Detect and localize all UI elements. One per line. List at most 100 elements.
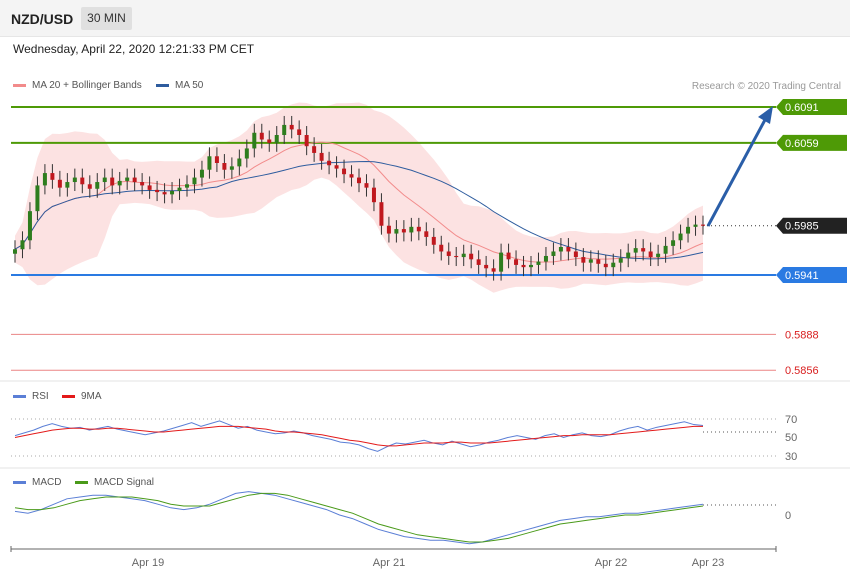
candle-body: [140, 182, 145, 186]
timestamp: Wednesday, April 22, 2020 12:21:33 PM CE…: [13, 42, 255, 56]
macd-line: [14, 491, 704, 545]
candle-body: [289, 124, 294, 130]
level-label: 0.6059: [785, 138, 819, 150]
candle-body: [588, 259, 593, 263]
legend-label-macd-signal: MACD Signal: [94, 477, 155, 488]
candle-body: [222, 163, 227, 170]
candle-body: [237, 158, 242, 167]
candle-body: [618, 258, 623, 263]
candle-body: [42, 173, 47, 186]
interval-button[interactable]: 30 MIN: [81, 7, 132, 30]
candle-body: [229, 166, 234, 170]
candle-body: [454, 255, 459, 258]
candle-body: [252, 132, 257, 149]
legend-swatch-ma50: [156, 84, 169, 87]
candle-body: [102, 177, 107, 183]
candle-body: [641, 248, 646, 252]
candle-body: [297, 129, 302, 135]
candle-body: [558, 247, 563, 252]
candle-body: [394, 229, 399, 234]
forecast-arrow-line: [706, 117, 768, 227]
candle-body: [35, 185, 40, 212]
candle-body: [244, 148, 249, 159]
candle-body: [386, 225, 391, 234]
candle-body: [678, 233, 683, 241]
levels-layer: 0.6091 0.6059 0.5941 0.5888 0.5856 0.5985: [11, 99, 847, 377]
candle-body: [671, 240, 676, 246]
rsi-ma-line: [14, 425, 703, 447]
candle-body: [72, 177, 77, 183]
candle-body: [371, 187, 376, 203]
legend-ma50: MA 50: [156, 80, 203, 91]
candle-body: [446, 251, 451, 256]
macd-layer: [14, 491, 704, 545]
candle-body: [536, 261, 541, 265]
candle-body: [611, 262, 616, 268]
level-label: 0.5941: [785, 270, 819, 282]
legend-label-rsi-ma: 9MA: [81, 391, 102, 402]
legend-label-macd: MACD: [32, 477, 62, 488]
candles-layer: [13, 115, 705, 281]
legend-label-rsi: RSI: [32, 391, 49, 402]
current-price-label: 0.5985: [785, 221, 819, 233]
candle-body: [484, 264, 489, 269]
level-label: 0.6091: [785, 102, 819, 114]
candle-body: [529, 264, 533, 268]
candle-body: [20, 240, 25, 250]
candle-body: [177, 187, 182, 191]
legend-swatch-rsi: [13, 395, 26, 398]
ma20-line: [14, 141, 704, 263]
candle-body: [439, 244, 444, 252]
candle-body: [274, 135, 279, 143]
candle-body: [596, 259, 601, 264]
candle-body: [162, 192, 167, 195]
candle-body: [633, 248, 638, 253]
level-label: 0.5856: [785, 365, 819, 377]
rsi-tick-label: 50: [785, 432, 797, 444]
header-bar: NZD/USD 30 MIN: [0, 0, 850, 37]
level-label: 0.5888: [785, 329, 819, 341]
candle-body: [693, 224, 698, 227]
candle-body: [13, 249, 17, 254]
symbol-title: NZD/USD: [11, 11, 74, 27]
candle-body: [199, 169, 204, 178]
rsi-line: [14, 420, 704, 452]
candle-body: [50, 173, 55, 180]
legend-swatch-ma20: [13, 84, 26, 87]
candle-body: [95, 182, 100, 189]
legend-rsi: RSI: [13, 391, 49, 402]
candle-body: [170, 191, 175, 195]
candle-body: [185, 184, 189, 188]
candle-body: [110, 177, 115, 186]
candle-body: [573, 251, 578, 258]
x-tick-label: Apr 23: [692, 557, 724, 569]
candle-body: [514, 259, 519, 265]
legend-swatch-macd: [13, 481, 26, 484]
candle-body: [312, 146, 317, 153]
candle-body: [663, 245, 668, 254]
macd-tick-label: 0: [785, 510, 791, 522]
rsi-layer: [14, 420, 704, 452]
candle-body: [259, 132, 264, 140]
legend-macd: MACD: [13, 477, 61, 488]
rsi-tick-label: 30: [785, 451, 797, 463]
candle-body: [551, 251, 556, 256]
x-tick-label: Apr 21: [373, 557, 405, 569]
bollinger-band: [15, 102, 703, 293]
candle-body: [117, 180, 122, 186]
candle-body: [603, 263, 608, 268]
candle-body: [686, 226, 691, 234]
candle-body: [334, 165, 339, 169]
candle-body: [648, 251, 653, 258]
legend-swatch-macd-signal: [75, 481, 88, 484]
macd-signal-line: [14, 492, 704, 543]
candle-body: [319, 152, 324, 161]
candle-body: [267, 139, 272, 143]
level-tag: [776, 267, 847, 283]
candle-body: [282, 124, 287, 135]
candle-body: [147, 185, 152, 190]
legend-ma20-bb: MA 20 + Bollinger Bands: [13, 80, 142, 91]
candle-body: [491, 268, 496, 272]
candle-body: [401, 229, 406, 233]
